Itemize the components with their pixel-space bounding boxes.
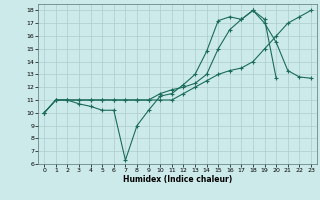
X-axis label: Humidex (Indice chaleur): Humidex (Indice chaleur) (123, 175, 232, 184)
